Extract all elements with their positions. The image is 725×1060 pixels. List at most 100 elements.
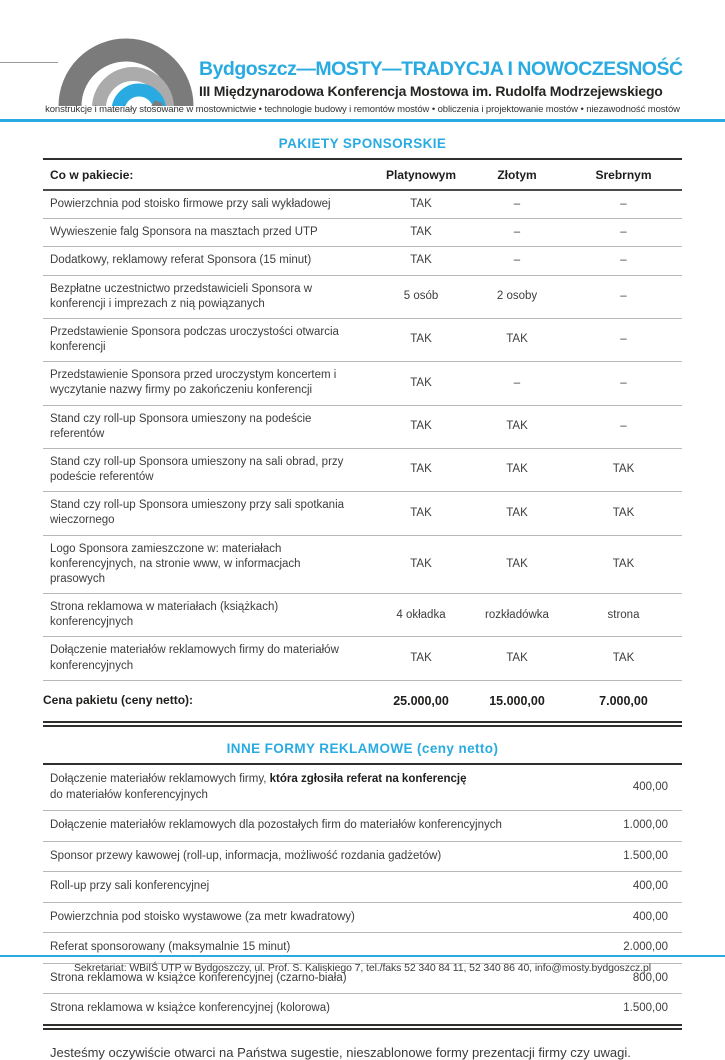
form-label: Dołączenie materiałów reklamowych firmy,… (43, 764, 582, 812)
form-label-line2: do materiałów konferencyjnych (50, 788, 208, 801)
table-row: Przedstawienie Sponsora przed uroczystym… (43, 361, 682, 406)
form-label-prefix: Dołączenie materiałów reklamowych firmy, (50, 773, 270, 786)
table-row: Stand czy roll-up Sponsora umieszony prz… (43, 491, 682, 536)
gold-value: TAK (469, 535, 565, 595)
platinum-value: TAK (373, 190, 469, 220)
table-row: Strona reklamowa w książce konferencyjne… (43, 994, 682, 1024)
platinum-value: 4 okładka (373, 593, 469, 638)
gold-value: TAK (469, 405, 565, 449)
table-row: Wywieszenie falg Sponsora na masztach pr… (43, 218, 682, 248)
feature-label: Dodatkowy, reklamowy referat Sponsora (1… (43, 246, 373, 276)
feature-label: Przedstawienie Sponsora podczas uroczyst… (43, 318, 373, 363)
table-row: Roll-up przy sali konferencyjnej 400,00 (43, 871, 682, 903)
gold-value: TAK (469, 318, 565, 363)
gold-price: 15.000,00 (489, 693, 545, 708)
double-rule (43, 1023, 682, 1030)
footer-contact-info: Sekretariat: WBiIŚ UTP w Bydgoszczy, ul.… (74, 962, 651, 974)
feature-label: Dołączenie materiałów reklamowych firmy … (43, 636, 373, 681)
platinum-value: TAK (373, 636, 469, 681)
feature-label: Bezpłatne uczestnictwo przedstawicieli S… (43, 275, 373, 319)
platinum-value: TAK (373, 535, 469, 595)
platinum-value: TAK (373, 246, 469, 276)
form-label: Strona reklamowa w książce konferencyjne… (43, 963, 582, 995)
gold-value: TAK (469, 636, 565, 681)
table-header-row: Co w pakiecie: Platynowym Złotym Srebrny… (43, 159, 682, 191)
form-price: 400,00 (582, 902, 682, 934)
form-label: Referat sponsorowany (maksymalnie 15 min… (43, 932, 582, 964)
silver-value: – (565, 246, 682, 276)
form-price: 1.500,00 (623, 1002, 668, 1015)
table-row: Przedstawienie Sponsora podczas uroczyst… (43, 318, 682, 363)
table-row: Stand czy roll-up Sponsora umieszony na … (43, 405, 682, 449)
gold-value: – (469, 246, 565, 276)
gold-value: rozkładówka (469, 593, 565, 638)
package-price-row: Cena pakietu (ceny netto): 25.000,00 15.… (43, 680, 682, 721)
platinum-value: TAK (373, 361, 469, 406)
header-accent-rule (0, 119, 725, 122)
form-label: Strona reklamowa w książce konferencyjne… (50, 1002, 330, 1015)
table-row: Strona reklamowa w materiałach (książkac… (43, 593, 682, 638)
feature-label: Wywieszenie falg Sponsora na masztach pr… (43, 218, 373, 248)
gold-value: TAK (469, 448, 565, 493)
price-row-label: Cena pakietu (ceny netto): (43, 693, 194, 708)
feature-label: Stand czy roll-up Sponsora umieszony prz… (43, 491, 373, 536)
gold-value: – (469, 190, 565, 220)
platinum-value: TAK (373, 448, 469, 493)
table-row: Sponsor przewy kawowej (roll-up, informa… (43, 841, 682, 873)
section-title-pakiety: PAKIETY SPONSORSKIE (278, 136, 447, 151)
table-row: Dołączenie materiałów reklamowych firmy … (43, 636, 682, 681)
column-header-platinum: Platynowym (373, 159, 469, 191)
table-row: Dołączenie materiałów reklamowych firmy,… (43, 764, 682, 812)
platinum-value: TAK (373, 491, 469, 536)
sponsor-packages-table: Co w pakiecie: Platynowym Złotym Srebrny… (43, 158, 682, 721)
platinum-value: TAK (373, 405, 469, 449)
section-title-inne-formy: INNE FORMY REKLAMOWE (ceny netto) (226, 741, 499, 757)
table-row: Strona reklamowa w książce konferencyjne… (43, 963, 682, 995)
column-header-gold: Złotym (469, 159, 565, 191)
column-header-silver: Srebrnym (565, 159, 682, 191)
table-row: Powierzchnia pod stoisko firmowe przy sa… (43, 190, 682, 220)
gold-value: – (469, 218, 565, 248)
table-row: Dodatkowy, reklamowy referat Sponsora (1… (43, 246, 682, 276)
platinum-value: 5 osób (373, 275, 469, 319)
header-divider-left (0, 62, 58, 63)
form-price: 2.000,00 (582, 932, 682, 964)
page: { "colors": { "accent": "#29ABE2", "text… (0, 38, 725, 1060)
form-price: 400,00 (582, 871, 682, 903)
table-row: Bezpłatne uczestnictwo przedstawicieli S… (43, 275, 682, 319)
feature-label: Stand czy roll-up Sponsora umieszony na … (43, 448, 373, 493)
conference-subtitle: III Międzynarodowa Konferencja Mostowa i… (199, 83, 663, 99)
silver-value: TAK (565, 491, 682, 536)
gold-value: TAK (469, 491, 565, 536)
conference-tagline: konstrukcje i materiały stosowane w most… (45, 104, 680, 115)
table-row: Referat sponsorowany (maksymalnie 15 min… (43, 932, 682, 964)
platinum-value: TAK (373, 318, 469, 363)
table-row: Stand czy roll-up Sponsora umieszony na … (43, 448, 682, 493)
feature-label: Powierzchnia pod stoisko firmowe przy sa… (43, 190, 373, 220)
form-label-bold: która zgłosiła referat na konferencję (269, 773, 467, 786)
feature-label: Stand czy roll-up Sponsora umieszony na … (43, 405, 373, 449)
table-row: Dołączenie materiałów reklamowych dla po… (43, 810, 682, 842)
silver-value: – (565, 361, 682, 406)
platinum-value: TAK (373, 218, 469, 248)
silver-price: 7.000,00 (599, 693, 648, 708)
silver-value: – (565, 275, 682, 319)
footer-accent-rule (0, 955, 725, 957)
silver-value: TAK (565, 448, 682, 493)
silver-value: – (565, 218, 682, 248)
gold-value: 2 osoby (469, 275, 565, 319)
form-label: Dołączenie materiałów reklamowych dla po… (43, 810, 582, 842)
column-header-feature: Co w pakiecie: (43, 159, 373, 191)
conference-title: Bydgoszcz—MOSTY—TRADYCJA I NOWOCZESNOŚĆ (199, 58, 683, 80)
gold-value: – (469, 361, 565, 406)
silver-value: – (565, 318, 682, 363)
silver-value: TAK (565, 636, 682, 681)
main-content: PAKIETY SPONSORSKIE Co w pakiecie: Platy… (43, 136, 682, 1060)
table-row: Powierzchnia pod stoisko wystawowe (za m… (43, 902, 682, 934)
silver-value: – (565, 190, 682, 220)
form-price: 800,00 (582, 963, 682, 995)
form-label: Roll-up przy sali konferencyjnej (43, 871, 582, 903)
form-price: 400,00 (582, 764, 682, 812)
table-row: Logo Sponsora zamieszczone w: materiałac… (43, 535, 682, 595)
double-rule (43, 721, 682, 728)
